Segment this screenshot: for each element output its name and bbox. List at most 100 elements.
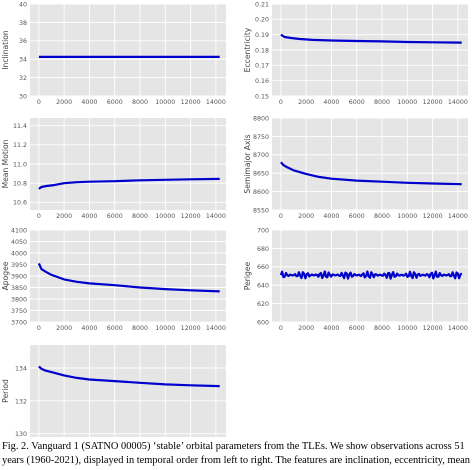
y-tick-label: 36 [19,38,27,45]
y-tick-label: 640 [257,283,269,290]
y-tick-label: 3950 [11,262,27,269]
chart-panel: 8550 8600 8650 8700 8750 8800 0 2000 4000 6000 800… [243,115,468,220]
x-tick-label: 6000 [107,325,123,332]
y-tick-label: 3700 [11,319,27,326]
x-tick-label: 8000 [374,325,390,332]
y-tick-label: 0.19 [255,32,269,39]
x-tick-label: 14000 [448,325,468,332]
y-tick-label: 11.4 [13,123,27,130]
y-tick-label: 3850 [11,285,27,292]
x-tick-label: 10000 [155,99,175,106]
y-tick-label: 30 [19,93,27,100]
x-tick-label: 14000 [448,99,468,106]
series-line [280,161,462,186]
x-tick-label: 8000 [374,213,390,220]
x-tick-label: 6000 [107,99,123,106]
x-tick-label: 2000 [298,99,314,106]
x-tick-label: 10000 [397,99,417,106]
x-tick-label: 4000 [81,213,97,220]
y-tick-label: 32 [19,75,27,82]
y-axis-label: Period [1,379,10,403]
x-tick-label: 2000 [56,213,72,220]
y-axis-label: Mean Motion [1,139,10,188]
x-tick-label: 0 [37,325,41,332]
y-tick-label: 660 [257,264,269,271]
chart-panel: 10.6 10.8 11.0 11.2 11.4 0 2000 4000 6000 8000 100… [1,118,226,220]
x-tick-label: 10000 [397,213,417,220]
y-tick-label: 0.17 [255,63,269,70]
y-tick-label: 0.21 [255,1,269,8]
y-tick-label: 0.20 [255,17,269,24]
y-axis-label: Apogee [1,261,10,290]
y-tick-label: 600 [257,319,269,326]
y-tick-label: 680 [257,246,269,253]
x-tick-label: 6000 [349,99,365,106]
y-tick-label: 4100 [11,227,27,234]
y-tick-label: 8800 [253,115,269,122]
x-tick-label: 4000 [81,99,97,106]
x-tick-label: 14000 [206,99,226,106]
y-tick-label: 8550 [253,207,269,214]
y-tick-label: 3750 [11,308,27,315]
x-tick-label: 0 [37,99,41,106]
series-line [38,365,220,388]
x-tick-label: 2000 [56,325,72,332]
y-tick-label: 134 [15,365,27,372]
x-tick-label: 12000 [181,99,201,106]
y-tick-label: 40 [19,1,27,8]
caption-line-2: years (1960-2021), displayed in temporal… [2,455,470,466]
x-tick-label: 4000 [323,213,339,220]
y-tick-label: 34 [19,57,27,64]
y-tick-label: 3800 [11,296,27,303]
x-tick-label: 10000 [397,325,417,332]
x-tick-label: 2000 [298,325,314,332]
y-tick-label: 130 [15,431,27,438]
y-tick-label: 620 [257,301,269,308]
x-tick-label: 8000 [374,99,390,106]
y-tick-label: 11.2 [13,142,27,149]
series-line [37,262,220,293]
y-tick-label: 0.18 [255,47,269,54]
x-tick-label: 14000 [206,213,226,220]
x-tick-label: 6000 [349,325,365,332]
y-tick-label: 132 [15,398,27,405]
y-axis-label: Perigee [243,261,252,290]
caption-line-1: Fig. 2. Vanguard 1 (SATNO 00005) ‘stable… [2,441,465,452]
x-tick-label: 0 [279,99,283,106]
y-tick-label: 10.8 [13,181,27,188]
x-tick-label: 8000 [132,99,148,106]
x-tick-label: 0 [37,213,41,220]
y-tick-label: 4000 [11,250,27,257]
x-tick-label: 12000 [181,213,201,220]
x-tick-label: 0 [279,213,283,220]
chart-panel: 30 32 34 36 38 40 0 2000 4000 6000 8000 10000 12000 1… [1,1,226,106]
x-tick-label: 2000 [56,99,72,106]
series-line [280,33,462,44]
y-tick-label: 700 [257,227,269,234]
x-tick-label: 12000 [423,99,443,106]
y-tick-label: 38 [19,20,27,27]
series-line [279,270,463,280]
x-tick-label: 6000 [349,213,365,220]
x-tick-label: 10000 [155,325,175,332]
y-tick-label: 0.16 [255,78,269,85]
x-tick-label: 8000 [132,213,148,220]
y-tick-label: 8700 [253,152,269,159]
series-line [38,177,220,190]
x-tick-label: 12000 [423,213,443,220]
plot-area [30,4,226,96]
x-tick-label: 14000 [206,325,226,332]
x-tick-label: 8000 [132,325,148,332]
chart-panel: 0.15 0.16 0.17 0.18 0.19 0.20 0.21 0 2000 4000 600… [243,1,468,106]
x-tick-label: 0 [279,325,283,332]
x-tick-label: 12000 [423,325,443,332]
y-tick-label: 8650 [253,171,269,178]
figure-caption: Fig. 2. Vanguard 1 (SATNO 00005) ‘stable… [2,440,472,468]
y-tick-label: 10.6 [13,200,27,207]
x-tick-label: 6000 [107,213,123,220]
x-tick-label: 2000 [298,213,314,220]
x-tick-label: 10000 [155,213,175,220]
x-tick-label: 4000 [323,99,339,106]
x-tick-label: 4000 [81,325,97,332]
x-tick-label: 4000 [323,325,339,332]
